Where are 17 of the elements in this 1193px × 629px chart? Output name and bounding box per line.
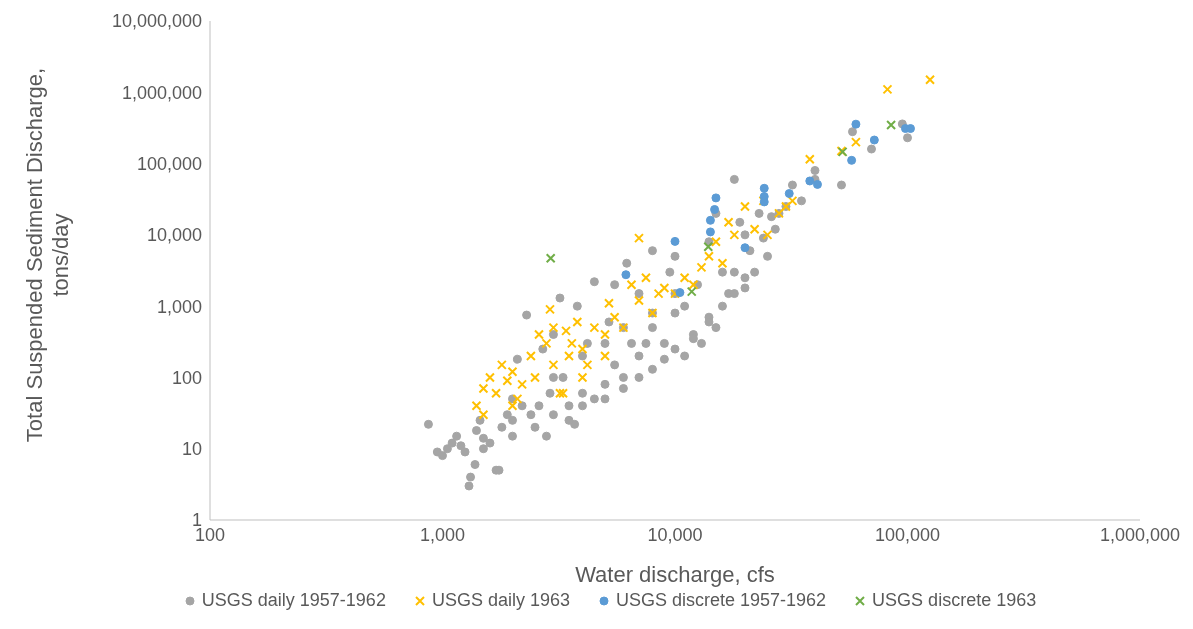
y-axis-title: Total Suspended Sediment Discharge, tons/day (22, 66, 74, 444)
y-tick-label: 10,000,000 (111, 11, 202, 32)
y-tick-label: 1,000,000 (121, 82, 202, 103)
y-tick-label: 1,000 (156, 296, 202, 317)
x-tick-label: 10,000 (647, 524, 703, 545)
y-tick-label: 10 (181, 439, 202, 460)
x-tick-label: 1,000 (419, 524, 466, 545)
legend-label: USGS daily 1963 (430, 590, 570, 611)
legend-label: USGS discrete 1963 (871, 590, 1037, 611)
x-tick-label: 1,000,000 (1099, 524, 1181, 545)
x-tick-label: 100,000 (874, 524, 941, 545)
legend-label: USGS discrete 1957-1962 (615, 590, 827, 611)
y-tick-label: 100 (171, 367, 202, 388)
y-tick-label: 10,000 (146, 225, 202, 246)
legend-label: USGS daily 1957-1962 (200, 590, 386, 611)
x-axis-title: Water discharge, cfs (575, 562, 775, 587)
y-tick-label: 100,000 (136, 153, 202, 174)
